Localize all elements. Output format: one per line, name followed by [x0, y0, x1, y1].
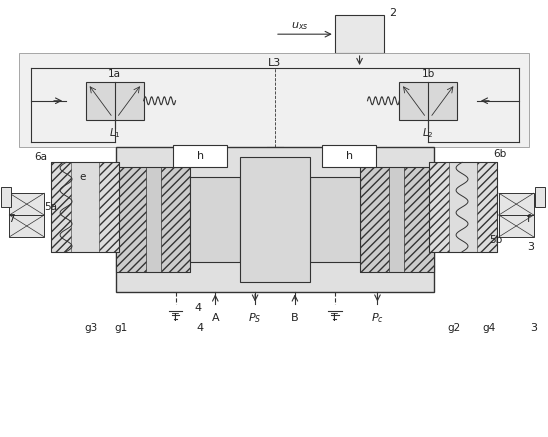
Text: 2: 2	[389, 8, 396, 18]
Bar	[359, 167, 434, 272]
Bar	[499, 193, 534, 215]
Text: 4: 4	[195, 303, 202, 313]
Bar	[161, 167, 190, 272]
Text: e: e	[80, 172, 86, 182]
Text: $u_{xs}$: $u_{xs}$	[291, 21, 309, 32]
Polygon shape	[66, 93, 86, 109]
Text: 7: 7	[8, 214, 15, 224]
Text: 3: 3	[530, 323, 537, 333]
Bar	[429, 163, 449, 252]
Text: $L_1$: $L_1$	[109, 127, 121, 140]
Text: $P_S$: $P_S$	[248, 312, 262, 325]
Bar	[19, 53, 529, 147]
Text: L3: L3	[269, 58, 282, 68]
Bar	[399, 82, 457, 120]
Text: 1b: 1b	[421, 69, 435, 79]
Text: B: B	[291, 313, 299, 323]
Bar	[51, 163, 119, 252]
Text: T: T	[332, 313, 338, 323]
Text: g3: g3	[84, 323, 98, 333]
Bar	[335, 15, 385, 53]
Text: g2: g2	[448, 323, 461, 333]
Bar	[240, 157, 310, 281]
Bar	[429, 163, 497, 252]
Polygon shape	[457, 93, 477, 109]
Text: h: h	[197, 151, 204, 161]
Bar	[535, 187, 545, 207]
Text: A: A	[212, 313, 219, 323]
Bar	[99, 163, 119, 252]
Bar	[2, 187, 12, 207]
Text: 5b: 5b	[489, 235, 503, 245]
Bar	[190, 177, 240, 262]
Bar	[359, 167, 390, 272]
Text: 4: 4	[197, 323, 204, 333]
Text: h: h	[346, 151, 353, 161]
Bar	[9, 215, 44, 237]
Text: 6b: 6b	[493, 149, 506, 160]
Bar	[86, 82, 144, 120]
Text: $L_2$: $L_2$	[423, 127, 434, 140]
Bar	[116, 167, 146, 272]
Bar	[51, 163, 71, 252]
Text: 6a: 6a	[35, 153, 48, 163]
Text: $P_c$: $P_c$	[371, 312, 384, 325]
Bar	[499, 215, 534, 237]
Text: 3: 3	[527, 242, 534, 252]
Bar	[404, 167, 434, 272]
Text: 5a: 5a	[44, 202, 58, 212]
Text: 1a: 1a	[109, 69, 121, 79]
Text: T: T	[172, 313, 179, 323]
Bar	[9, 193, 44, 215]
Text: g4: g4	[482, 323, 495, 333]
Bar	[173, 146, 227, 167]
Bar	[310, 177, 359, 262]
Text: f: f	[527, 214, 530, 224]
Bar	[116, 147, 434, 291]
Text: g1: g1	[114, 323, 127, 333]
Bar	[477, 163, 497, 252]
Bar	[322, 146, 376, 167]
Bar	[116, 167, 190, 272]
